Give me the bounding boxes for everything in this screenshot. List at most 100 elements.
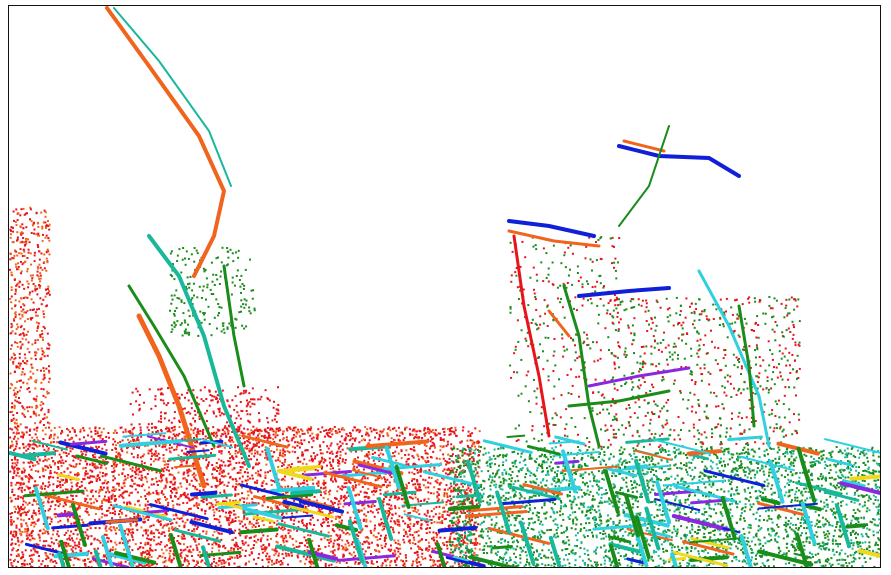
edge-stroke [277, 522, 330, 538]
edge-stroke [57, 551, 66, 567]
edge-stroke [506, 434, 526, 438]
edge-stroke [58, 440, 108, 456]
edge-stroke [737, 304, 756, 428]
edge-stroke [739, 534, 753, 567]
edge-pixels [9, 206, 880, 567]
edge-stroke [357, 463, 394, 475]
edge-stroke [561, 465, 619, 472]
edge-stroke [689, 537, 742, 544]
edge-stroke [31, 440, 69, 451]
edge-stroke [525, 485, 581, 494]
edge-stroke [757, 549, 814, 567]
edge-stroke [634, 515, 651, 560]
edge-stroke [652, 438, 711, 455]
edge-stroke [757, 502, 818, 510]
edge-stroke [664, 479, 726, 487]
edge-stroke [347, 519, 364, 564]
edge-stroke [57, 473, 80, 481]
edge-stroke [351, 469, 382, 479]
edge-stroke [625, 437, 670, 444]
edge-stroke [323, 471, 383, 489]
edge-stroke [795, 532, 809, 567]
edge-stroke [282, 500, 305, 509]
edge-stroke [266, 493, 314, 500]
edge-stroke [835, 504, 852, 549]
edge-stroke [482, 439, 533, 454]
edge-stroke [422, 470, 481, 487]
edge-stroke [768, 459, 785, 504]
edge-stroke [682, 540, 735, 556]
edge-stroke [655, 480, 672, 525]
edge-stroke [435, 542, 447, 567]
edge-stroke [242, 506, 283, 520]
edge-stroke [100, 535, 114, 567]
edge-stroke [618, 125, 670, 227]
edge-stroke [336, 554, 396, 562]
edge-stroke [672, 550, 729, 567]
edge-stroke [365, 439, 429, 449]
edge-stroke [33, 486, 50, 531]
edge-stroke [703, 469, 766, 487]
edge-stroke [617, 144, 741, 178]
edge-stroke [20, 451, 56, 458]
edge-stroke [826, 457, 853, 467]
edge-stroke [216, 500, 241, 506]
edge-stroke [105, 6, 227, 278]
edge-stroke [464, 510, 528, 518]
edge-stroke [122, 432, 167, 438]
edge-stroke [9, 451, 37, 462]
edge-stroke [179, 438, 202, 442]
edge-stroke [186, 449, 210, 454]
edge-stroke [644, 506, 661, 551]
edge-stroke [824, 438, 880, 454]
edge-stroke [445, 555, 486, 567]
edge-stroke [800, 501, 817, 546]
edge-stroke [857, 548, 880, 558]
edge-stroke [113, 7, 232, 187]
edge-stroke [346, 486, 363, 531]
edge-stroke [290, 464, 322, 471]
edge-stroke [605, 467, 638, 478]
edge-stroke [59, 539, 71, 567]
edge-stroke [567, 389, 671, 408]
edge-stroke [552, 451, 601, 457]
edge-stroke [382, 490, 417, 497]
edge-stroke [526, 444, 561, 456]
edge-stroke [608, 543, 620, 567]
edge-stroke [189, 520, 234, 535]
edge-stroke [70, 439, 108, 446]
edge-stroke [689, 453, 710, 461]
edge-stroke [841, 479, 866, 488]
edge-stroke [720, 495, 737, 540]
edge-stroke [839, 481, 880, 495]
edge-stroke [561, 449, 578, 494]
edge-stroke [173, 528, 222, 543]
edge-stroke [465, 459, 482, 504]
edge-stroke [394, 464, 411, 509]
edge-stroke [265, 446, 282, 491]
edge-stroke [174, 464, 199, 469]
image-frame [8, 5, 881, 568]
edge-stroke [290, 489, 322, 496]
edge-stroke [289, 505, 335, 519]
edge-stroke [845, 523, 867, 529]
edge-stroke [603, 470, 620, 515]
edge-stroke [634, 449, 673, 461]
edge-stroke [168, 453, 217, 461]
edge-stroke [512, 234, 551, 438]
edge-stroke [548, 535, 562, 567]
edge-stroke [118, 439, 182, 448]
edge-stroke [202, 438, 233, 449]
edge-stroke [670, 552, 679, 567]
edge-stroke [105, 518, 139, 524]
edge-stroke [615, 464, 671, 472]
edge-art-canvas [9, 6, 880, 567]
edge-stroke [136, 313, 207, 489]
edge-stroke [499, 497, 557, 506]
edge-stroke [495, 490, 512, 535]
edge-stroke [275, 544, 336, 563]
edge-stroke [169, 533, 183, 567]
edge-stroke [118, 523, 135, 567]
edge-stroke [577, 286, 671, 298]
edge-stroke [757, 501, 805, 516]
